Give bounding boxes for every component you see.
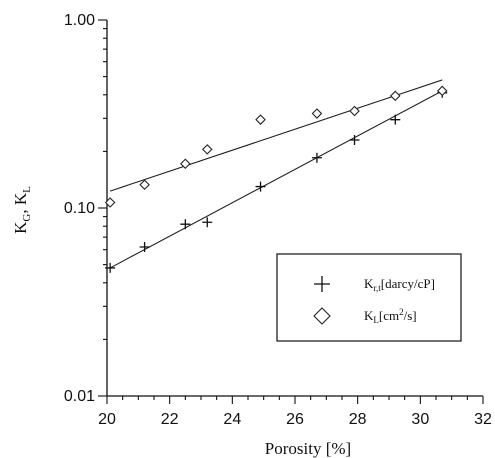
y-ticks: 0.01 0.10 1.00	[64, 12, 107, 405]
fit-line-diamond	[109, 79, 443, 192]
x-axis-title: Porosity [%]	[265, 439, 351, 458]
data-point-diamond	[201, 144, 213, 155]
data-point-diamond	[389, 90, 401, 102]
legend-kl-sub: L	[373, 315, 379, 325]
markers	[104, 85, 448, 273]
data-point-plus	[202, 217, 213, 228]
data-point-diamond	[436, 85, 448, 97]
y-tick-label: 1.00	[64, 12, 95, 29]
legend-plus-mark	[314, 276, 330, 292]
data-point-diamond	[180, 158, 191, 169]
data-point-diamond	[311, 108, 323, 119]
y-title-sub1: G	[21, 214, 33, 222]
fit-lines	[109, 79, 443, 269]
legend-kr-k: K	[364, 276, 374, 291]
legend-kr-unit: [darcy/cP]	[381, 276, 435, 291]
legend-entry-kr: Kr,t[darcy/cP]	[364, 276, 435, 293]
data-point-plus	[390, 114, 401, 125]
data-point-diamond	[104, 197, 116, 208]
legend-kr-sub: r,t	[373, 283, 381, 293]
fit-line-plus	[109, 90, 443, 269]
legend-entry-kl: KL[cm2/s]	[364, 307, 417, 325]
y-title-k1: K	[11, 221, 30, 234]
data-point-plus	[349, 134, 360, 145]
legend-kl-unit: [cm	[379, 308, 399, 323]
legend-kl-sup: 2	[399, 307, 404, 317]
y-tick-label: 0.01	[64, 388, 95, 405]
legend: Kr,t[darcy/cP] KL[cm2/s]	[276, 253, 462, 342]
legend-kl-unit2: /s]	[404, 308, 417, 323]
legend-kl-k: K	[364, 308, 374, 323]
legend-box	[276, 253, 462, 342]
data-point-plus	[105, 262, 116, 273]
data-point-diamond	[255, 114, 266, 125]
x-ticks: 20 22 24 26 28 30 32	[98, 396, 492, 428]
x-tick-label: 22	[161, 411, 179, 428]
data-point-plus	[255, 181, 266, 192]
x-tick-label: 30	[411, 411, 429, 428]
x-tick-label: 24	[223, 411, 241, 428]
data-point-plus	[180, 219, 191, 230]
legend-diamond-mark	[313, 307, 331, 325]
x-tick-label: 32	[474, 411, 492, 428]
legend-marker-plus	[314, 276, 330, 292]
y-title-sep: , K	[11, 192, 30, 214]
y-axis-title: KG, KL	[11, 186, 33, 234]
x-tick-label: 20	[98, 411, 116, 428]
x-tick-label: 26	[286, 411, 304, 428]
x-tick-label: 28	[349, 411, 367, 428]
legend-marker-diamond	[313, 307, 331, 325]
data-point-diamond	[139, 179, 150, 190]
data-point-plus	[311, 152, 322, 163]
data-point-plus	[139, 242, 150, 253]
y-tick-label: 0.10	[64, 200, 95, 217]
y-title-sub2: L	[21, 186, 33, 193]
data-point-diamond	[349, 105, 360, 117]
